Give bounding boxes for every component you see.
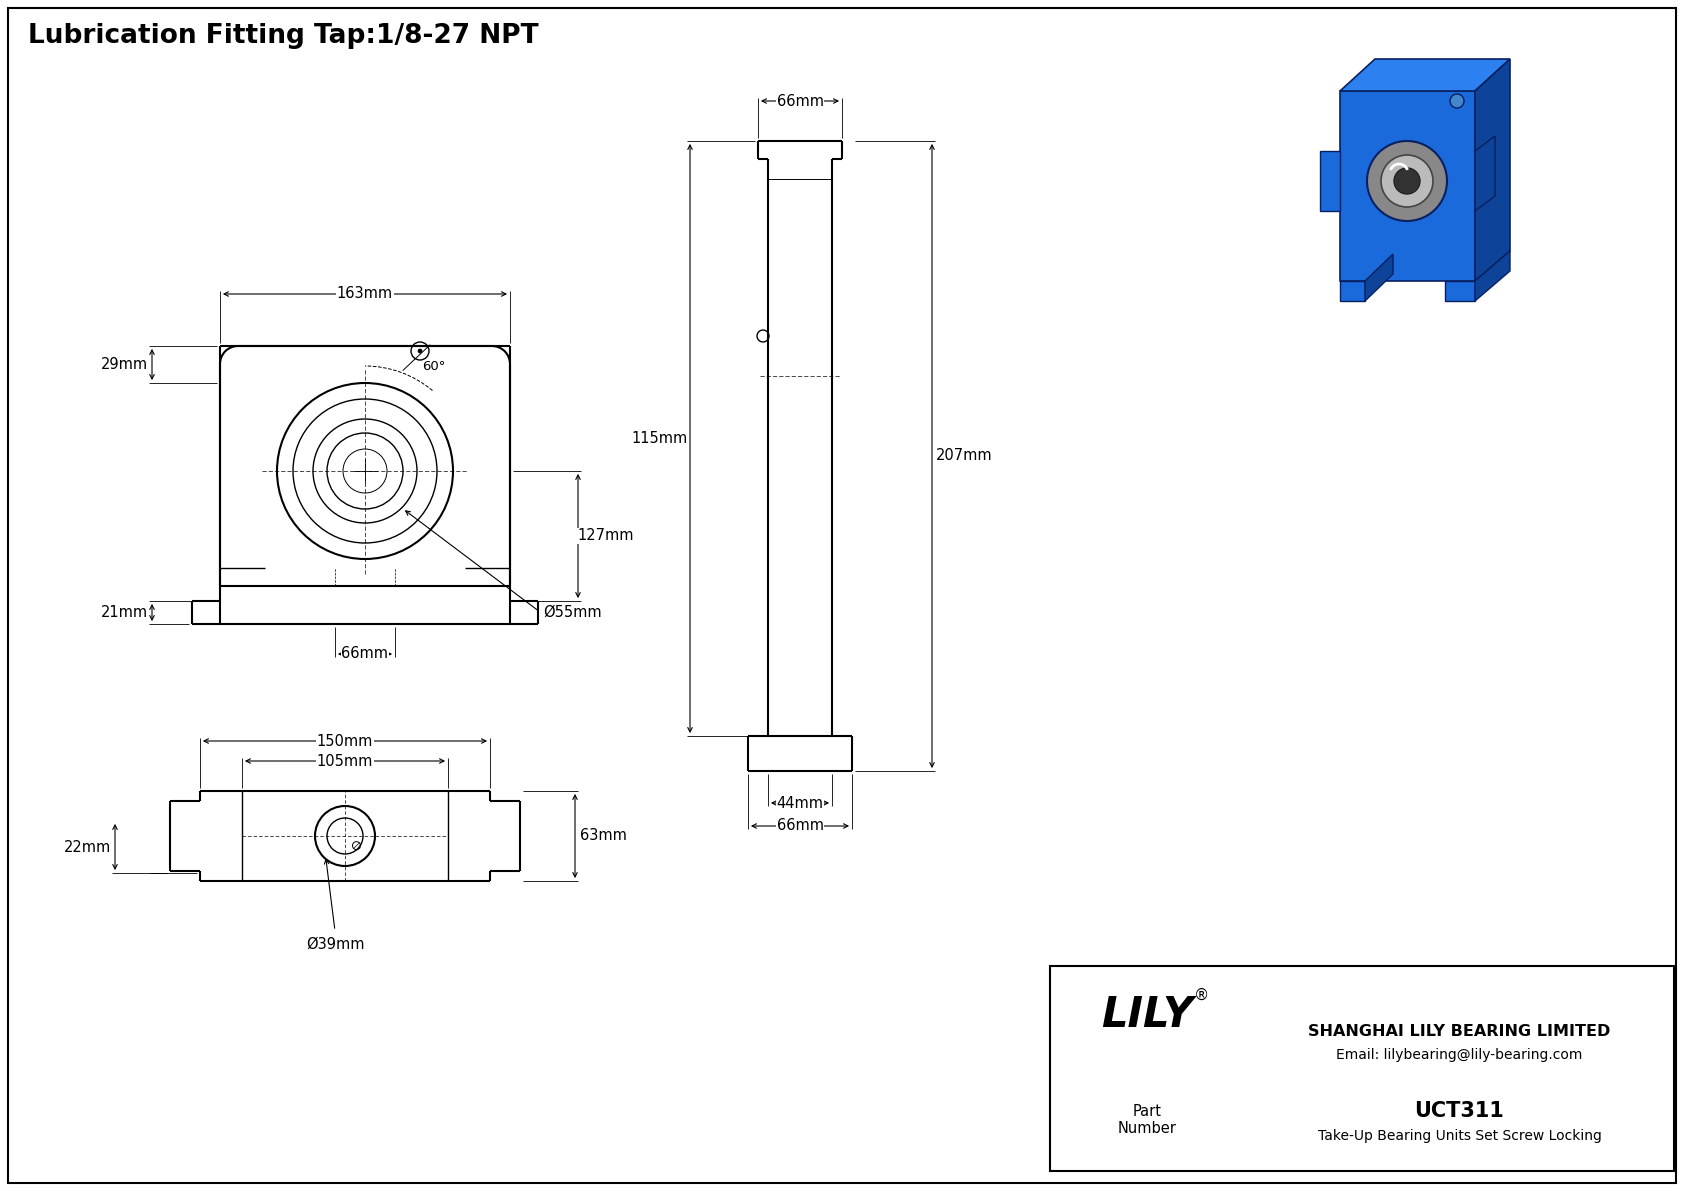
Text: 66mm: 66mm <box>776 818 823 834</box>
Polygon shape <box>1340 281 1366 301</box>
Text: 60°: 60° <box>423 361 446 373</box>
Text: Ø39mm: Ø39mm <box>306 937 364 952</box>
Text: ®: ® <box>1194 987 1209 1003</box>
Text: 207mm: 207mm <box>936 449 992 463</box>
Text: LILY: LILY <box>1101 994 1192 1036</box>
Text: 115mm: 115mm <box>632 431 689 445</box>
Text: 150mm: 150mm <box>317 734 374 748</box>
Text: Lubrication Fitting Tap:1/8-27 NPT: Lubrication Fitting Tap:1/8-27 NPT <box>29 23 539 49</box>
Circle shape <box>1367 141 1447 222</box>
Text: 127mm: 127mm <box>578 529 635 543</box>
Bar <box>1051 966 1674 1171</box>
Text: 44mm: 44mm <box>776 796 823 811</box>
Polygon shape <box>1445 281 1475 301</box>
Circle shape <box>1450 94 1463 108</box>
Polygon shape <box>1366 254 1393 301</box>
Text: 22mm: 22mm <box>64 841 111 855</box>
Text: 66mm: 66mm <box>776 94 823 108</box>
Text: UCT311: UCT311 <box>1415 1100 1504 1121</box>
Polygon shape <box>1475 251 1511 301</box>
Text: 66mm: 66mm <box>342 647 389 661</box>
Text: 105mm: 105mm <box>317 754 374 768</box>
Polygon shape <box>1475 136 1495 211</box>
Polygon shape <box>1320 151 1340 211</box>
Circle shape <box>1381 155 1433 207</box>
Circle shape <box>1394 168 1420 194</box>
Text: SHANGHAI LILY BEARING LIMITED: SHANGHAI LILY BEARING LIMITED <box>1308 1024 1610 1039</box>
Text: 163mm: 163mm <box>337 287 392 301</box>
Circle shape <box>418 349 423 353</box>
Polygon shape <box>1340 60 1511 91</box>
Text: Ø55mm: Ø55mm <box>542 605 601 619</box>
Text: 21mm: 21mm <box>101 605 148 621</box>
Text: 63mm: 63mm <box>579 829 626 843</box>
Text: Email: lilybearing@lily-bearing.com: Email: lilybearing@lily-bearing.com <box>1337 1048 1583 1061</box>
Text: Take-Up Bearing Units Set Screw Locking: Take-Up Bearing Units Set Screw Locking <box>1317 1129 1601 1143</box>
Polygon shape <box>1475 60 1511 281</box>
Text: 29mm: 29mm <box>101 357 148 372</box>
Polygon shape <box>1340 91 1475 281</box>
Text: Part
Number: Part Number <box>1118 1104 1177 1136</box>
